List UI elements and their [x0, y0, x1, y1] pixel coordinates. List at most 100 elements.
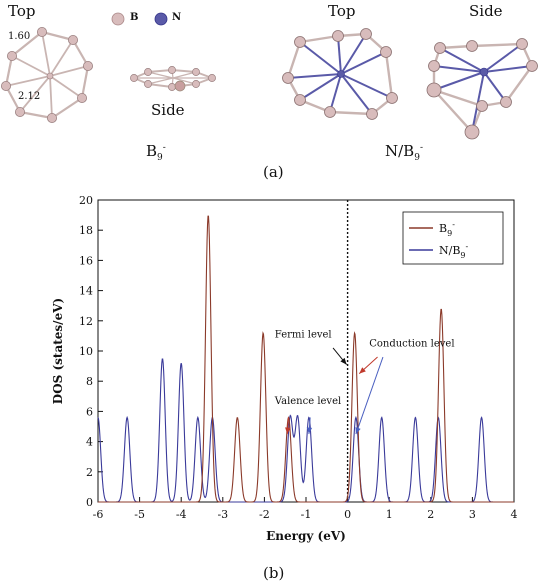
- boron-atom: [77, 93, 88, 104]
- y-tick-label: 16: [79, 254, 93, 267]
- boron-atom: [130, 74, 138, 82]
- boron-atom: [208, 74, 216, 82]
- boron-atom: [366, 108, 378, 120]
- bond: [49, 75, 83, 99]
- y-tick-label: 20: [79, 194, 93, 207]
- conduction-arrow-red: [358, 356, 378, 375]
- bond: [340, 73, 373, 115]
- nb9-label-sup: -: [419, 143, 423, 153]
- bond: [11, 55, 51, 77]
- fermi-level-annotation: Fermi level: [275, 329, 332, 340]
- y-tick-label: 2: [86, 466, 93, 479]
- y-tick-label: 10: [79, 345, 93, 358]
- x-tick-label: 0: [344, 508, 351, 521]
- nb9-label-sub: 9: [414, 153, 420, 163]
- bond: [439, 47, 485, 73]
- valence-level-annotation: Valence level: [274, 396, 341, 407]
- nb9-label-main: N/B: [385, 142, 415, 160]
- boron-atom: [426, 82, 442, 98]
- valence-arrow-blue: [308, 417, 311, 435]
- bond: [471, 42, 523, 48]
- boron-atom: [500, 96, 512, 108]
- x-tick-label: -1: [301, 508, 312, 521]
- y-tick-label: 6: [86, 405, 93, 418]
- bond: [19, 110, 53, 120]
- bond: [147, 83, 173, 88]
- boron-atom: [386, 92, 398, 104]
- valence-arrow-blue-head: [306, 427, 313, 435]
- bond: [433, 71, 485, 91]
- conduction-level-annotation: Conduction level: [369, 338, 454, 349]
- bond: [80, 65, 90, 99]
- boron-atom: [144, 68, 152, 76]
- legend-nitrogen-label: N: [172, 12, 182, 23]
- bond: [384, 51, 394, 99]
- boron-atom: [464, 124, 480, 140]
- bond: [49, 65, 89, 77]
- bond-length-label-1: 1.60: [8, 31, 31, 42]
- boron-atom: [516, 38, 528, 50]
- bond: [505, 65, 533, 103]
- bond: [340, 51, 387, 75]
- panel-b-label: (b): [263, 564, 285, 582]
- b9-label-sup: -: [162, 143, 166, 153]
- boron-atom: [294, 94, 306, 106]
- bond: [483, 65, 533, 73]
- x-tick-label: -3: [217, 508, 228, 521]
- b9-top-title: Top: [8, 2, 36, 20]
- boron-atom: [68, 35, 79, 46]
- nitrogen-atom: [479, 67, 489, 77]
- x-tick-label: 3: [469, 508, 476, 521]
- bond: [172, 77, 197, 85]
- y-tick-label: 18: [79, 224, 93, 237]
- bond: [171, 69, 197, 73]
- boron-atom: [83, 61, 94, 72]
- legend-box: [402, 211, 504, 265]
- bond: [11, 31, 43, 57]
- bond: [51, 97, 83, 119]
- bond: [4, 55, 14, 87]
- x-tick-label: 4: [511, 508, 518, 521]
- bond: [49, 39, 74, 77]
- bond-length-label-2: 2.12: [18, 91, 41, 102]
- boron-atom: [168, 66, 176, 74]
- boron-atom: [1, 81, 11, 92]
- bond: [41, 30, 74, 42]
- boron-atom: [192, 80, 200, 88]
- boron-atom: [37, 26, 48, 37]
- boron-atom: [144, 80, 152, 88]
- series-line-nb9: [97, 358, 514, 503]
- y-axis-label: DOS (states/eV): [51, 298, 65, 404]
- bond: [5, 75, 51, 87]
- b9-label: B9-: [146, 142, 166, 163]
- fermi-level-arrow-head: [340, 357, 347, 365]
- bond: [147, 71, 174, 79]
- bond: [72, 39, 89, 67]
- boron-atom: [282, 72, 294, 84]
- nb9-label: N/B9-: [385, 142, 423, 163]
- boron-atom: [7, 51, 17, 62]
- boron-atom: [332, 30, 344, 42]
- legend-label: N/B9-: [439, 242, 469, 260]
- y-tick-label: 8: [86, 375, 93, 388]
- nb9-side-view: [426, 38, 538, 140]
- boron-atom: [380, 46, 392, 58]
- boron-atom: [168, 83, 176, 91]
- boron-atom: [360, 28, 372, 40]
- nb9-top-view: [282, 28, 398, 120]
- dos-plot-area: -6 -5 -4 -3 -2 -1 0 1 2 3 402468101214161820Energy…: [51, 194, 518, 543]
- boron-atom: [428, 60, 440, 72]
- bond: [286, 41, 302, 79]
- nb9-side-title: Side: [469, 2, 503, 20]
- valence-arrow-red: [286, 417, 290, 435]
- bond: [433, 88, 483, 108]
- y-tick-label: 4: [86, 436, 93, 449]
- b9-label-main: B: [146, 142, 158, 160]
- series-line-b9: [98, 215, 514, 503]
- boron-atom: [46, 72, 54, 80]
- bond: [433, 65, 485, 73]
- x-tick-label: 2: [427, 508, 434, 521]
- bond: [299, 41, 342, 75]
- bond: [172, 71, 197, 79]
- boron-atom: [14, 107, 25, 118]
